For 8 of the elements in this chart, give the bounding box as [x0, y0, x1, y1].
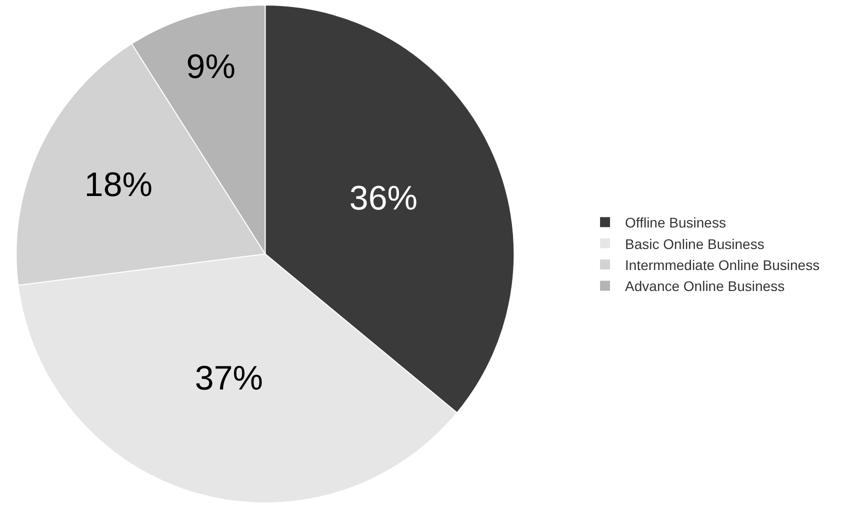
legend-label: Offline Business — [625, 214, 726, 231]
data-label: 37% — [194, 360, 263, 398]
data-label: 36% — [349, 179, 418, 218]
legend-label: Basic Online Business — [625, 236, 764, 252]
legend-label: Advance Online Business — [625, 278, 785, 294]
data-label: 18% — [84, 166, 152, 204]
legend-label: Intermmediate Online Business — [625, 256, 820, 273]
data-label: 9% — [186, 48, 236, 86]
